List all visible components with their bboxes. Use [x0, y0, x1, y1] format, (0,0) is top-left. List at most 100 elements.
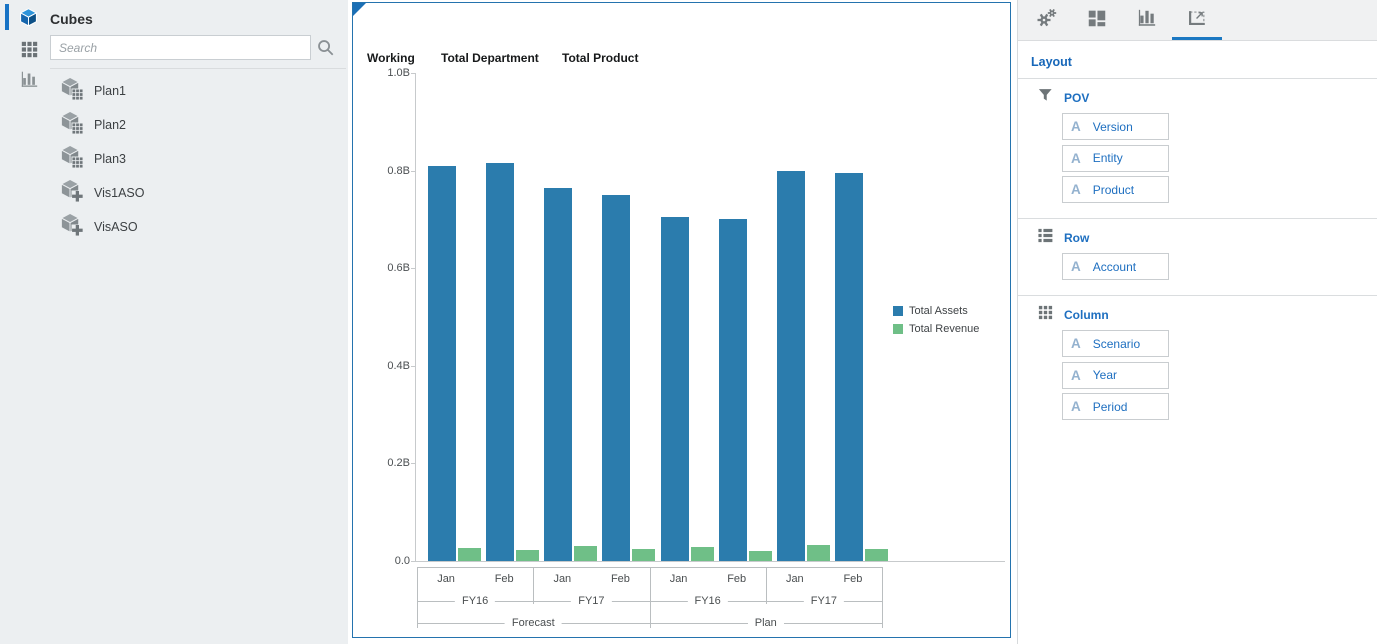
- x-axis-group-tick: [650, 567, 651, 628]
- pov-header-working: Working: [367, 51, 415, 65]
- bar-total-revenue: [864, 549, 888, 561]
- section-label: POV: [1064, 91, 1090, 105]
- bar-total-assets: [544, 188, 573, 561]
- x-axis-month-label: Jan: [785, 573, 804, 585]
- selection-corner-icon: [353, 3, 366, 16]
- legend-label: Total Revenue: [909, 323, 980, 335]
- member-chips: A Account: [1062, 253, 1377, 280]
- x-axis-month-label: Jan: [437, 573, 455, 585]
- search-input[interactable]: [50, 35, 311, 60]
- member-chip-scenario[interactable]: A Scenario: [1062, 330, 1169, 357]
- bar-chart: 1.0B 0.8B 0.6B 0.4B 0.2B 0.0 Jan Feb Jan Feb Jan Fe…: [353, 3, 1010, 637]
- bar-total-revenue: [632, 549, 656, 561]
- tab-settings[interactable]: [1022, 0, 1072, 40]
- x-axis-group-line: [417, 567, 882, 568]
- cubes-icon: [18, 7, 39, 28]
- selected-accent-bar: [5, 4, 9, 30]
- member-chip-account[interactable]: A Account: [1062, 253, 1169, 280]
- member-chip-label: Year: [1092, 368, 1117, 382]
- cube-item-label: Plan2: [94, 118, 126, 132]
- x-axis-month-label: Feb: [610, 573, 630, 585]
- dimension-type-icon: A: [1071, 259, 1081, 274]
- y-axis-tick-label: 1.0B: [387, 67, 410, 79]
- bar-total-revenue: [806, 545, 830, 561]
- layout-body: Layout POV A Version A Entity A Product Row A Acc…: [1018, 55, 1377, 435]
- x-axis-group-tick: [766, 567, 767, 604]
- chart-legend: Total Assets Total Revenue: [893, 302, 979, 338]
- legend-swatch: [893, 306, 903, 316]
- x-axis-month-label: Feb: [843, 573, 863, 585]
- x-axis-month-label: Feb: [727, 573, 747, 585]
- search-icon[interactable]: [316, 38, 335, 57]
- y-axis-tick-label: 0.0: [394, 555, 410, 567]
- cube-item-plan1[interactable]: Plan1: [0, 74, 348, 108]
- y-axis-tick-label: 0.6B: [387, 262, 410, 275]
- bar-total-assets: [486, 163, 515, 561]
- member-chip-entity[interactable]: A Entity: [1062, 144, 1169, 172]
- settings-icon: [1035, 6, 1059, 35]
- y-axis-tick-mark: [411, 463, 415, 465]
- cube-item-visaso[interactable]: VisASO: [0, 210, 348, 244]
- legend-item-total-revenue: Total Revenue: [893, 320, 979, 338]
- y-axis-tick-label: 0.4B: [387, 359, 410, 372]
- dimension-type-icon: A: [1071, 336, 1081, 351]
- y-axis-tick-mark: [411, 73, 415, 74]
- member-chip-label: Period: [1092, 399, 1128, 414]
- cube-icon-grid: [59, 144, 84, 174]
- x-axis-group-tick: [417, 567, 418, 628]
- section-label: Column: [1064, 308, 1109, 322]
- cube-item-label: Plan3: [94, 152, 126, 166]
- cubes-panel: Cubes Plan1 Plan2 Plan3 Vis1ASO VisASO: [0, 0, 348, 644]
- tab-chart[interactable]: [1122, 0, 1172, 40]
- cube-icon-grid: [59, 110, 84, 140]
- member-chip-period[interactable]: A Period: [1062, 393, 1169, 420]
- member-chip-label: Scenario: [1092, 336, 1141, 351]
- cube-item-plan3[interactable]: Plan3: [0, 142, 348, 176]
- y-axis-tick-mark: [411, 268, 415, 270]
- bar-total-assets: [834, 173, 863, 561]
- x-axis-scenario-label: Forecast: [504, 617, 562, 629]
- cube-list: Plan1 Plan2 Plan3 Vis1ASO VisASO: [0, 74, 348, 244]
- cube-item-vis1aso[interactable]: Vis1ASO: [0, 176, 348, 210]
- chart-view-icon[interactable]: [20, 69, 39, 88]
- tab-tiles[interactable]: [1072, 0, 1122, 40]
- section-header-pov: POV: [1037, 89, 1377, 107]
- bar-total-assets: [602, 195, 631, 561]
- pov-header-total-product: Total Product: [562, 51, 639, 65]
- chart-canvas[interactable]: Working Total Department Total Product 1…: [352, 2, 1011, 638]
- member-chip-year[interactable]: A Year: [1062, 361, 1169, 389]
- divider: [50, 68, 346, 69]
- layout-section-column: Column A Scenario A Year A Period: [1018, 296, 1377, 435]
- divider: [1018, 218, 1377, 219]
- cube-icon-grid: [59, 76, 84, 106]
- grid-view-icon[interactable]: [20, 40, 39, 59]
- bar-total-assets: [718, 219, 747, 561]
- y-axis-tick-label: 0.2B: [387, 457, 410, 470]
- member-chips: A Version A Entity A Product: [1062, 113, 1377, 203]
- x-axis-group-tick: [882, 567, 883, 628]
- cube-item-label: VisASO: [94, 220, 138, 234]
- layout-icon: [1186, 7, 1208, 34]
- legend-label: Total Assets: [909, 305, 968, 317]
- member-chip-product[interactable]: A Product: [1062, 176, 1169, 203]
- cube-item-plan2[interactable]: Plan2: [0, 108, 348, 142]
- panel-tab-strip: [1018, 0, 1377, 41]
- y-axis-line: [415, 73, 416, 561]
- panel-title: Cubes: [50, 11, 93, 27]
- y-axis-tick-mark: [411, 561, 415, 562]
- dimension-type-icon: A: [1071, 150, 1081, 166]
- cube-icon-plus: [59, 212, 84, 242]
- dimension-type-icon: A: [1071, 367, 1081, 383]
- member-chip-version[interactable]: A Version: [1062, 113, 1169, 140]
- cube-icon-plus: [59, 178, 84, 208]
- member-chip-label: Account: [1092, 259, 1137, 274]
- bar-total-revenue: [516, 550, 540, 561]
- bar-total-assets: [428, 166, 457, 561]
- x-axis-group-tick: [533, 567, 534, 604]
- y-axis-tick-label: 0.8B: [387, 164, 410, 177]
- divider: [1018, 295, 1377, 296]
- tab-layout[interactable]: [1172, 0, 1222, 40]
- dimension-type-icon: A: [1071, 182, 1081, 197]
- x-axis-scenario-label: Plan: [747, 617, 784, 629]
- member-chips: A Scenario A Year A Period: [1062, 330, 1377, 420]
